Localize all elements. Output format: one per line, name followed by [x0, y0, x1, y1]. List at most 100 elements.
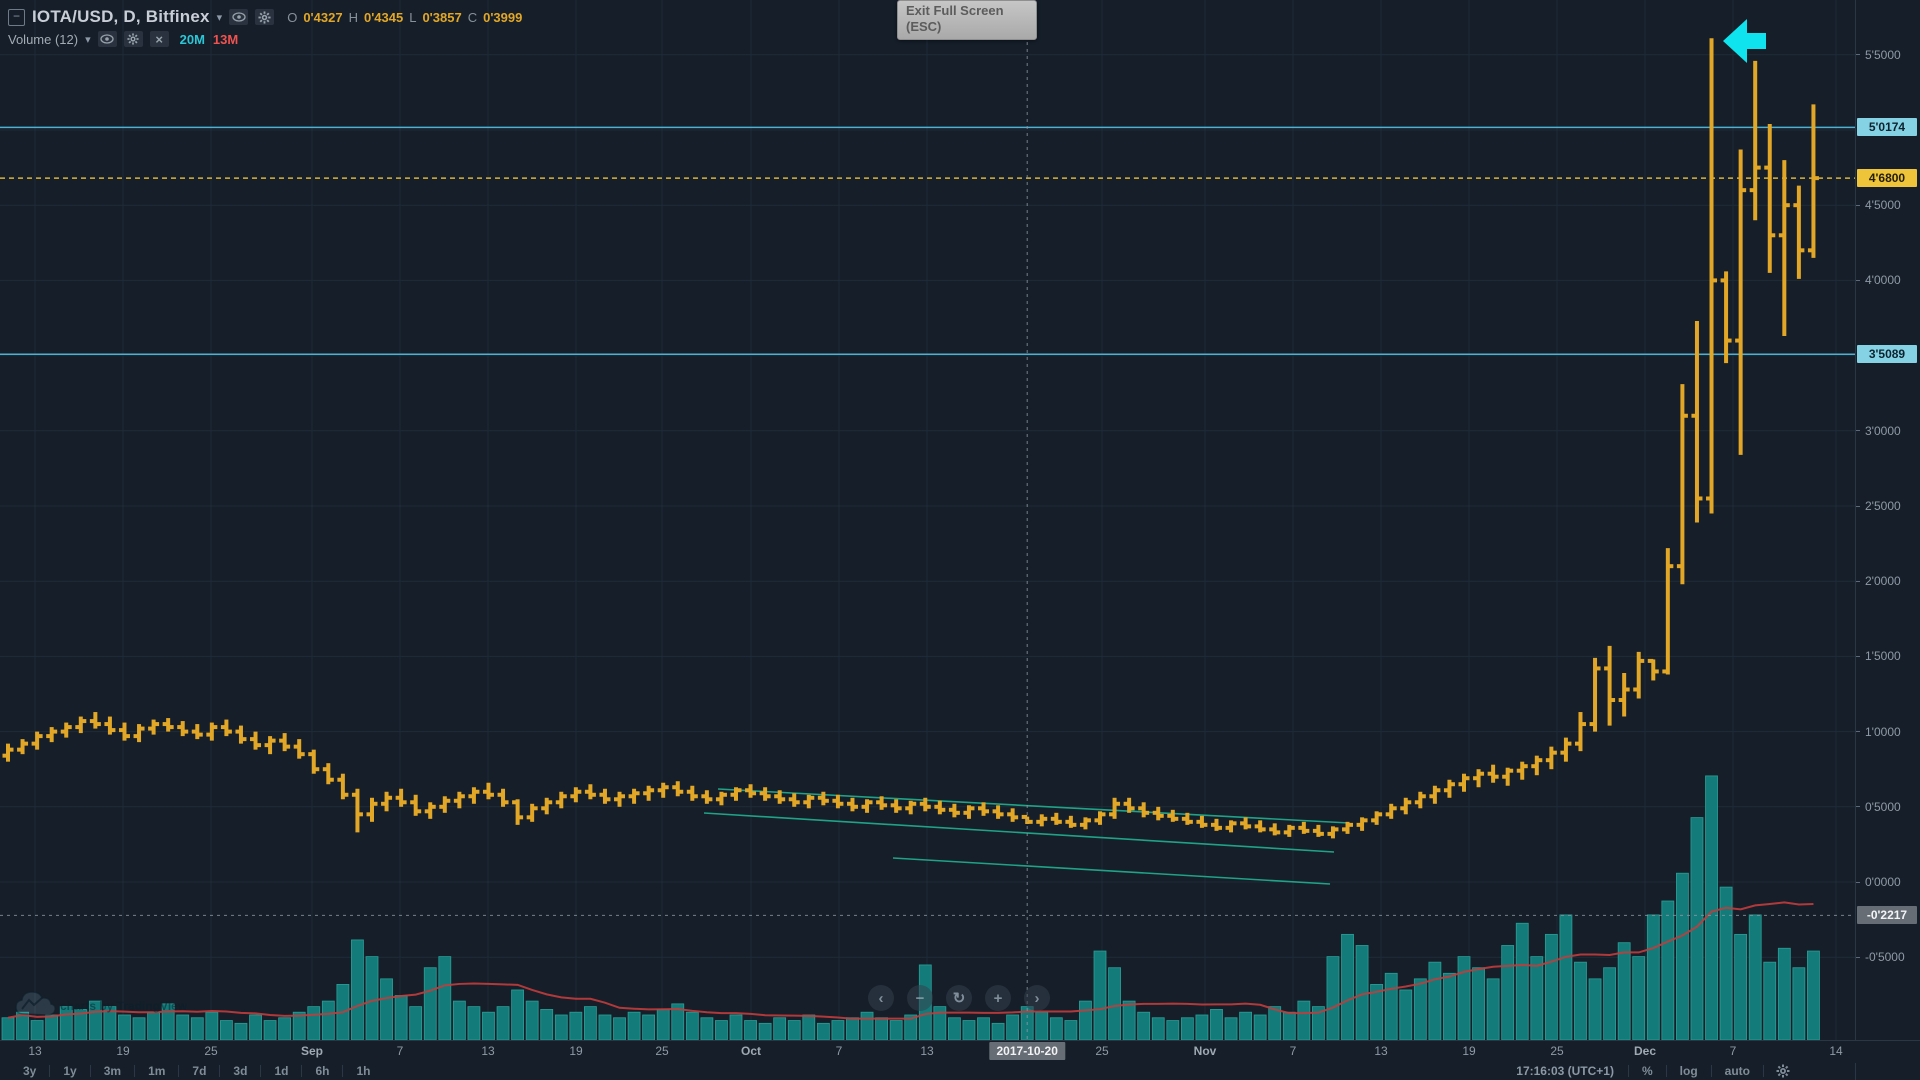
separator [342, 1065, 344, 1077]
volume-histogram [1, 775, 1820, 1040]
price-axis[interactable]: 5'5000 4'5000 4'0000 3'0000 2'5000 2'0000 1'50… [1855, 0, 1920, 1080]
indicator-settings-button[interactable] [123, 31, 143, 47]
time-tick: 13 [1374, 1044, 1388, 1058]
tradingview-watermark: charts by TradingView [15, 991, 188, 1016]
volume-value: 13M [212, 31, 239, 47]
tick-mark [1856, 881, 1860, 883]
time-tick: 25 [1095, 1044, 1109, 1058]
time-tick: 7 [1289, 1044, 1297, 1058]
separator [89, 1065, 91, 1077]
chevron-down-icon[interactable]: ▾ [216, 11, 223, 24]
separator [1763, 1065, 1764, 1077]
range-button-1m[interactable]: 1m [148, 1064, 166, 1078]
tick-mark [1856, 279, 1860, 281]
ohlc-value: 0'4327 [303, 9, 343, 25]
price-tick: 4'0000 [1856, 272, 1920, 288]
range-button-7d[interactable]: 7d [192, 1064, 207, 1078]
time-tick: 13 [920, 1044, 934, 1058]
indicator-title[interactable]: Volume (12) [8, 31, 79, 47]
chevron-down-icon[interactable]: ▾ [85, 33, 91, 46]
price-tick: 5'5000 [1856, 47, 1920, 63]
scale-button-%[interactable]: % [1641, 1064, 1653, 1078]
time-tick: 19 [1462, 1044, 1476, 1058]
range-button-3y[interactable]: 3y [23, 1064, 37, 1078]
scroll-left-button[interactable]: ‹ [868, 985, 894, 1011]
ohlc-key: H [348, 9, 358, 25]
crosshair-date-label: 2017-10-20 [989, 1042, 1065, 1060]
time-axis[interactable]: 13 19 25 Sep 7 13 19 25 Oct 7 13 25 Nov 7 13 19 25 Dec 7 14… [0, 1040, 1920, 1063]
ohlc-value: 0'3999 [483, 9, 523, 25]
symbol-row: − IOTA/USD, D, Bitfinex ▾ [8, 6, 522, 28]
svg-text:charts by TradingView: charts by TradingView [60, 999, 188, 1013]
time-tick: 25 [1550, 1044, 1564, 1058]
time-tick: 14 [1829, 1044, 1843, 1058]
time-tick: Nov [1193, 1044, 1217, 1058]
scroll-right-button[interactable]: › [1024, 985, 1050, 1011]
ohlc-key: L [409, 9, 417, 25]
price-tick: 1'0000 [1856, 724, 1920, 740]
price-tick: -0'5000 [1856, 949, 1920, 965]
zoom-in-button[interactable]: + [985, 985, 1011, 1011]
close-icon: × [155, 31, 163, 47]
tick-mark [1856, 655, 1860, 657]
svg-text:−: − [916, 990, 925, 1007]
price-tick: 2'5000 [1856, 498, 1920, 514]
range-button-1d[interactable]: 1d [274, 1064, 289, 1078]
bottom-toolbar: 3y 1y 3m 1m 7d 3d 1d 6h 1h 17:16:03 (UTC+1)% log a… [0, 1062, 1920, 1080]
axis-settings-button[interactable] [1764, 1064, 1802, 1078]
indicator-visibility-button[interactable] [97, 31, 117, 47]
svg-text:›: › [1035, 990, 1040, 1007]
horizontal-price-lines[interactable] [0, 126, 1855, 356]
range-button-1y[interactable]: 1y [63, 1064, 77, 1078]
range-button-6h[interactable]: 6h [315, 1064, 330, 1078]
eye-icon [100, 34, 114, 44]
indicator-values: 20M 13M [180, 32, 239, 47]
indicator-remove-button[interactable]: × [149, 31, 169, 47]
left-arrow-annotation[interactable] [1723, 19, 1766, 63]
svg-text:+: + [994, 990, 1003, 1007]
range-button-3d[interactable]: 3d [233, 1064, 248, 1078]
tick-mark [1856, 204, 1860, 206]
time-tick: 7 [396, 1044, 404, 1058]
reset-view-button[interactable]: ↻ [946, 985, 972, 1011]
svg-text:↻: ↻ [953, 990, 966, 1007]
clock-timezone[interactable]: 17:16:03 (UTC+1) [1516, 1064, 1614, 1078]
chart-legend: − IOTA/USD, D, Bitfinex ▾ [8, 6, 522, 48]
gear-icon [1776, 1064, 1790, 1078]
price-tick: 4'5000 [1856, 197, 1920, 213]
separator [178, 1065, 180, 1077]
time-tick: 7 [1729, 1044, 1737, 1058]
collapse-legend-icon[interactable]: − [8, 8, 25, 26]
separator [1665, 1065, 1667, 1077]
tick-mark [1856, 806, 1860, 808]
time-tick: 25 [655, 1044, 669, 1058]
separator [219, 1065, 221, 1077]
chart-properties-button[interactable] [255, 9, 275, 25]
toolbar-right: 17:16:03 (UTC+1)% log auto [1502, 1064, 1802, 1078]
separator [1710, 1065, 1712, 1077]
trendlines[interactable] [703, 788, 1350, 885]
ohlc-values: O 0'4327 H 0'4345 L 0'3857 C 0'3999 [287, 10, 522, 25]
volume-ma-line [7, 901, 1814, 1020]
price-line-label: 4'6800 [1857, 169, 1917, 188]
gridlines [0, 0, 1855, 1040]
ohlc-value: 0'3857 [422, 9, 462, 25]
eye-icon [232, 12, 246, 22]
range-button-3m[interactable]: 3m [103, 1064, 122, 1078]
toggle-visibility-button[interactable] [229, 9, 249, 25]
gear-icon [258, 10, 271, 24]
separator [301, 1065, 303, 1077]
tick-mark [1856, 580, 1860, 582]
time-tick: Oct [740, 1044, 762, 1058]
chart-nav-buttons[interactable]: ‹ − ↻ + › [868, 985, 1050, 1011]
range-button-1h[interactable]: 1h [356, 1064, 371, 1078]
scale-button-log[interactable]: log [1679, 1064, 1698, 1078]
price-chart-canvas[interactable]: charts by TradingView ‹ − ↻ + › [0, 0, 1855, 1040]
scale-button-auto[interactable]: auto [1724, 1064, 1750, 1078]
time-tick: 19 [116, 1044, 130, 1058]
price-tick: 3'0000 [1856, 423, 1920, 439]
zoom-out-button[interactable]: − [907, 985, 933, 1011]
separator [260, 1065, 262, 1077]
symbol-title[interactable]: IOTA/USD, D, Bitfinex [32, 7, 210, 26]
